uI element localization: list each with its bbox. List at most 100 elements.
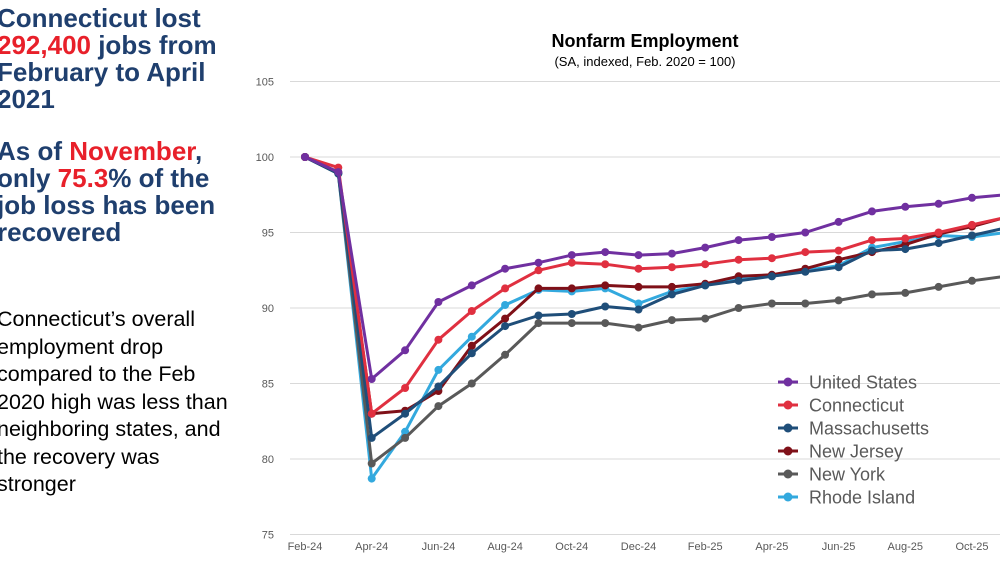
- data-point-massachusetts: [601, 302, 610, 311]
- data-point-rhode-island: [634, 299, 643, 308]
- series-new-york: [301, 153, 1000, 468]
- data-point-massachusetts: [968, 231, 976, 240]
- series-line-new-york: [304, 155, 1000, 465]
- data-point-new-york: [667, 316, 676, 325]
- y-tick-label: 100: [256, 152, 274, 164]
- data-point-new-jersey: [467, 341, 476, 350]
- data-point-united-states: [367, 375, 376, 383]
- headline-job-loss-number: 292,400: [0, 30, 91, 60]
- data-point-new-york: [868, 290, 876, 299]
- data-point-massachusetts: [901, 245, 910, 254]
- y-axis-ticks: 75 80 85 90 95 100 105: [256, 77, 274, 542]
- x-tick-label: Aug-24: [487, 541, 522, 553]
- series-line-massachusetts: [304, 155, 1000, 440]
- legend: United States Connecticut Massachusetts New…: [778, 373, 929, 508]
- headline-recovery-pre: As of: [0, 136, 70, 166]
- data-point-new-jersey: [667, 282, 676, 291]
- employment-line-chart: Nonfarm Employment (SA, indexed, Feb. 20…: [256, 31, 1000, 553]
- legend-swatch-marker: [783, 492, 793, 502]
- headline-recovery-mid: , only: [0, 136, 203, 193]
- data-point-united-states: [968, 193, 976, 202]
- legend-label: Rhode Island: [809, 488, 915, 508]
- legend-swatch-marker: [783, 446, 793, 456]
- legend-swatch-marker: [783, 469, 793, 479]
- data-point-new-york: [901, 288, 910, 297]
- data-point-new-jersey: [834, 255, 843, 264]
- data-point-new-york: [367, 459, 376, 468]
- legend-label: Massachusetts: [809, 419, 929, 439]
- data-point-connecticut: [534, 266, 543, 275]
- data-point-new-york: [434, 402, 443, 411]
- headline-recovery: As of November, only 75.3% of the job lo…: [0, 138, 237, 246]
- x-tick-label: Jun-24: [422, 541, 456, 553]
- data-point-connecticut: [634, 264, 643, 273]
- data-point-new-york: [934, 282, 943, 291]
- y-tick-label: 90: [262, 303, 274, 315]
- data-point-united-states: [567, 251, 576, 260]
- data-point-united-states: [467, 281, 476, 290]
- data-point-massachusetts: [401, 409, 410, 418]
- data-point-massachusetts: [434, 382, 443, 391]
- data-point-united-states: [801, 228, 810, 237]
- data-point-massachusetts: [667, 290, 676, 299]
- data-point-new-york: [601, 319, 610, 328]
- data-point-new-york: [734, 304, 743, 312]
- data-point-united-states: [501, 264, 510, 273]
- legend-item-rhode-island: Rhode Island: [778, 488, 915, 508]
- data-point-new-york: [501, 350, 510, 359]
- data-point-united-states: [601, 248, 610, 257]
- headline-job-loss-pre: Connecticut lost: [0, 3, 201, 33]
- data-point-massachusetts: [834, 263, 843, 272]
- data-point-united-states: [534, 258, 543, 267]
- left-panel: Connecticut lost 292,400 jobs from Febru…: [0, 0, 240, 563]
- data-point-massachusetts: [467, 349, 476, 358]
- legend-swatch-marker: [783, 400, 793, 410]
- series-lines: [301, 153, 1000, 483]
- data-point-massachusetts: [534, 311, 543, 320]
- data-point-new-york: [801, 299, 810, 308]
- data-point-united-states: [301, 153, 309, 161]
- x-tick-label: Dec-24: [621, 541, 656, 553]
- data-point-connecticut: [467, 307, 476, 315]
- data-point-new-york: [767, 299, 776, 308]
- data-point-new-york: [968, 276, 976, 285]
- series-line-united-states: [304, 155, 1000, 381]
- legend-item-connecticut: Connecticut: [778, 396, 904, 416]
- data-point-rhode-island: [434, 365, 443, 374]
- y-tick-label: 75: [262, 530, 274, 542]
- data-point-connecticut: [367, 409, 376, 418]
- data-point-new-york: [701, 314, 710, 323]
- data-point-new-york: [401, 433, 410, 442]
- data-point-connecticut: [934, 228, 943, 237]
- x-tick-label: Feb-24: [288, 541, 323, 553]
- series-connecticut: [301, 153, 1000, 418]
- x-tick-label: Apr-24: [355, 541, 388, 553]
- data-point-connecticut: [401, 384, 410, 392]
- x-axis-ticks: Feb-24 Apr-24 Jun-24 Aug-24 Oct-24 Dec-24 Feb-…: [288, 541, 989, 553]
- data-point-connecticut: [567, 258, 576, 267]
- legend-swatch-marker: [783, 423, 793, 433]
- data-point-connecticut: [801, 248, 810, 257]
- y-tick-label: 95: [262, 228, 274, 240]
- legend-item-united-states: United States: [778, 373, 917, 393]
- legend-label: United States: [809, 373, 917, 393]
- x-tick-label: Apr-25: [755, 541, 788, 553]
- data-point-connecticut: [868, 236, 876, 245]
- data-point-rhode-island: [367, 474, 376, 483]
- data-point-united-states: [901, 202, 910, 211]
- data-point-united-states: [701, 243, 710, 252]
- chart-subtitle: (SA, indexed, Feb. 2020 = 100): [554, 54, 735, 69]
- data-point-united-states: [667, 249, 676, 258]
- data-point-new-jersey: [534, 284, 543, 293]
- x-tick-label: Feb-25: [688, 541, 723, 553]
- legend-swatch-marker: [783, 377, 793, 387]
- data-point-connecticut: [968, 220, 976, 229]
- y-tick-label: 85: [262, 379, 274, 391]
- data-point-massachusetts: [567, 310, 576, 318]
- data-point-connecticut: [667, 263, 676, 272]
- legend-label: New Jersey: [809, 442, 903, 462]
- data-point-connecticut: [501, 284, 510, 293]
- data-point-massachusetts: [367, 433, 376, 442]
- data-point-new-jersey: [601, 281, 610, 290]
- data-point-connecticut: [434, 335, 443, 344]
